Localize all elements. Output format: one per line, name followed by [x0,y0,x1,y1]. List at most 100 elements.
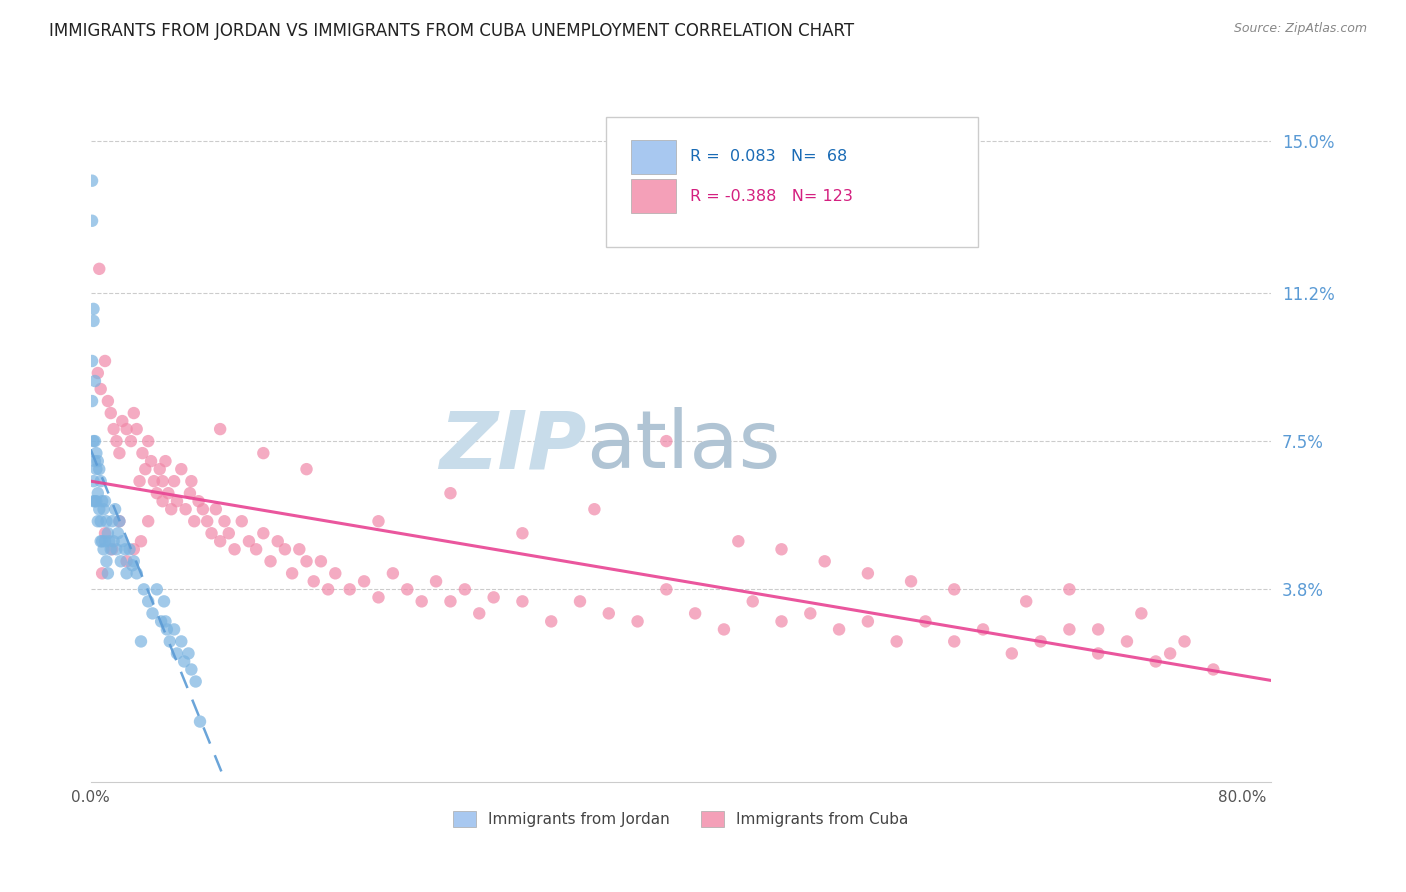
Point [741,594,763,608]
Point [118,542,141,557]
Point [149,462,172,476]
Point [111,414,134,428]
Point [82,314,104,328]
Point [108,514,131,528]
Point [1087,647,1109,661]
Point [125,422,148,436]
Point [115,554,138,568]
Point [274,542,297,557]
Point [89,462,111,476]
Point [141,607,163,621]
Point [84,434,107,449]
Point [82,434,104,449]
Text: Source: ZipAtlas.com: Source: ZipAtlas.com [1233,22,1367,36]
Point [134,462,156,476]
Point [200,526,222,541]
Point [100,542,122,557]
Point [727,534,749,549]
Point [128,474,150,488]
Point [146,486,169,500]
Point [108,514,131,528]
Point [655,434,678,449]
Point [87,366,110,380]
Point [105,542,128,557]
Point [1159,647,1181,661]
Point [245,542,267,557]
Point [152,494,174,508]
Point [886,634,908,648]
Point [100,406,122,420]
Point [98,534,121,549]
Point [84,494,107,508]
Point [82,301,104,316]
Point [82,494,104,508]
Point [157,486,180,500]
Point [252,526,274,541]
Point [103,534,125,549]
Point [90,534,112,549]
Point [84,374,107,388]
Point [97,566,120,581]
Point [115,566,138,581]
Point [339,582,361,597]
Point [512,594,534,608]
Point [828,623,851,637]
Point [1202,663,1225,677]
Point [439,486,461,500]
Point [93,542,115,557]
Point [86,446,108,460]
Point [101,542,124,557]
Point [155,615,177,629]
Point [90,474,112,488]
Text: ZIP: ZIP [439,408,586,485]
Point [183,514,205,528]
Point [195,514,218,528]
Point [89,502,111,516]
Text: atlas: atlas [586,408,780,485]
Point [152,474,174,488]
Point [91,494,114,508]
Point [209,422,232,436]
Point [914,615,936,629]
Point [94,354,117,368]
Point [1116,634,1139,648]
Point [120,434,142,449]
Point [1001,647,1024,661]
Point [80,354,103,368]
Point [110,554,132,568]
Point [187,494,209,508]
Point [302,574,325,589]
Point [90,382,112,396]
Point [170,462,193,476]
Point [900,574,922,589]
Point [814,554,837,568]
FancyBboxPatch shape [631,179,676,213]
Point [84,454,107,468]
Point [583,502,606,516]
Point [512,526,534,541]
Point [105,434,128,449]
Point [115,422,138,436]
Point [598,607,620,621]
Point [367,514,389,528]
Point [209,534,232,549]
Point [1059,582,1081,597]
Point [425,574,447,589]
Point [295,462,318,476]
Point [146,582,169,597]
Point [80,394,103,409]
Point [655,582,678,597]
Point [713,623,735,637]
Point [129,534,152,549]
Point [252,446,274,460]
Point [125,566,148,581]
Point [131,446,153,460]
Point [683,607,706,621]
Point [86,462,108,476]
Point [1130,607,1153,621]
Point [94,526,117,541]
FancyBboxPatch shape [631,140,676,174]
Point [86,494,108,508]
Point [136,514,159,528]
Point [163,474,186,488]
